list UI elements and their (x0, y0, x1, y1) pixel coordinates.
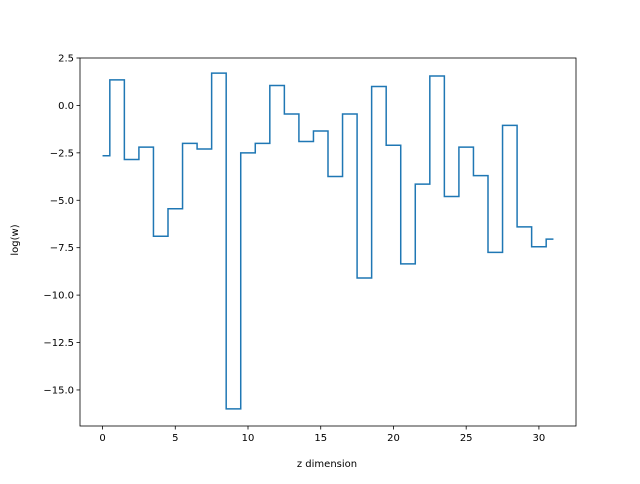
x-tick-label: 30 (533, 433, 546, 444)
y-tick-label: −15.0 (43, 385, 74, 396)
axes: 0 5 10 15 20 25 30 2.5 0.0 −2.5 −5.0 −7.5 −10.0 −12.5… (43, 54, 577, 444)
x-tick-label: 10 (242, 433, 255, 444)
y-tick-label: 0.0 (58, 101, 74, 112)
plot-area (102, 72, 554, 410)
y-tick-label: −2.5 (50, 148, 74, 159)
x-tick-label: 20 (387, 433, 400, 444)
series-line-0 (102, 72, 554, 410)
x-tick-label: 15 (314, 433, 327, 444)
y-tick-label: −5.0 (50, 196, 74, 207)
x-tick-label: 25 (460, 433, 473, 444)
x-tick-label: 5 (172, 433, 178, 444)
x-tick-label: 0 (99, 433, 105, 444)
y-tick-label: −12.5 (43, 338, 74, 349)
y-tick-label: −7.5 (50, 243, 74, 254)
axes-frame (79, 57, 577, 427)
y-tick-label: 2.5 (58, 54, 74, 65)
y-axis-label: log(w) (10, 224, 21, 255)
x-axis-label: z dimension (297, 459, 357, 470)
y-tick-label: −10.0 (43, 291, 74, 302)
